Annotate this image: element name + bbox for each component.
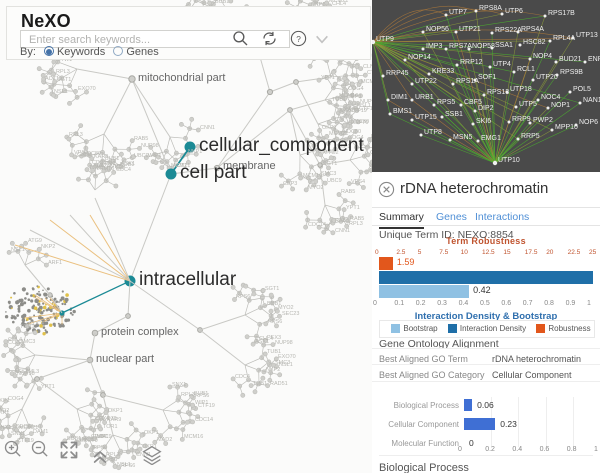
svg-text:?: ?: [296, 34, 301, 44]
